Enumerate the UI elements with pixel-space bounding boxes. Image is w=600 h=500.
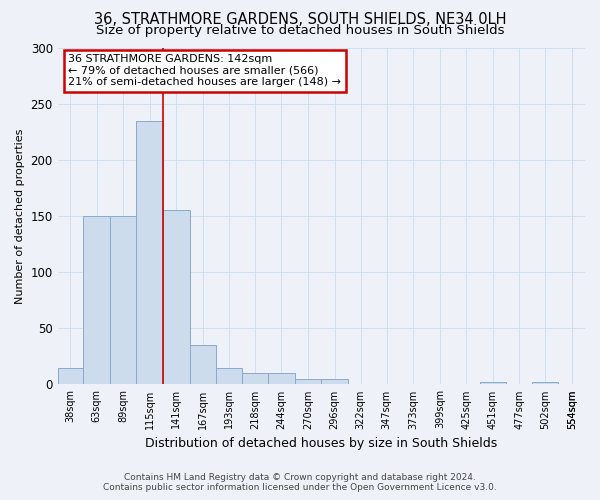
Bar [532,382,559,384]
Bar [322,379,348,384]
Bar [163,210,190,384]
Bar [268,373,295,384]
Bar [480,382,506,384]
Bar [110,216,136,384]
Bar [216,368,242,384]
Bar [242,373,268,384]
Bar [295,379,322,384]
Y-axis label: Number of detached properties: Number of detached properties [15,128,25,304]
Text: Contains HM Land Registry data © Crown copyright and database right 2024.
Contai: Contains HM Land Registry data © Crown c… [103,473,497,492]
Text: 36, STRATHMORE GARDENS, SOUTH SHIELDS, NE34 0LH: 36, STRATHMORE GARDENS, SOUTH SHIELDS, N… [94,12,506,28]
Text: 36 STRATHMORE GARDENS: 142sqm
← 79% of detached houses are smaller (566)
21% of : 36 STRATHMORE GARDENS: 142sqm ← 79% of d… [68,54,341,88]
Bar [83,216,110,384]
Text: Size of property relative to detached houses in South Shields: Size of property relative to detached ho… [96,24,504,37]
Bar [58,368,83,384]
X-axis label: Distribution of detached houses by size in South Shields: Distribution of detached houses by size … [145,437,497,450]
Bar [190,345,216,385]
Bar [136,120,163,384]
